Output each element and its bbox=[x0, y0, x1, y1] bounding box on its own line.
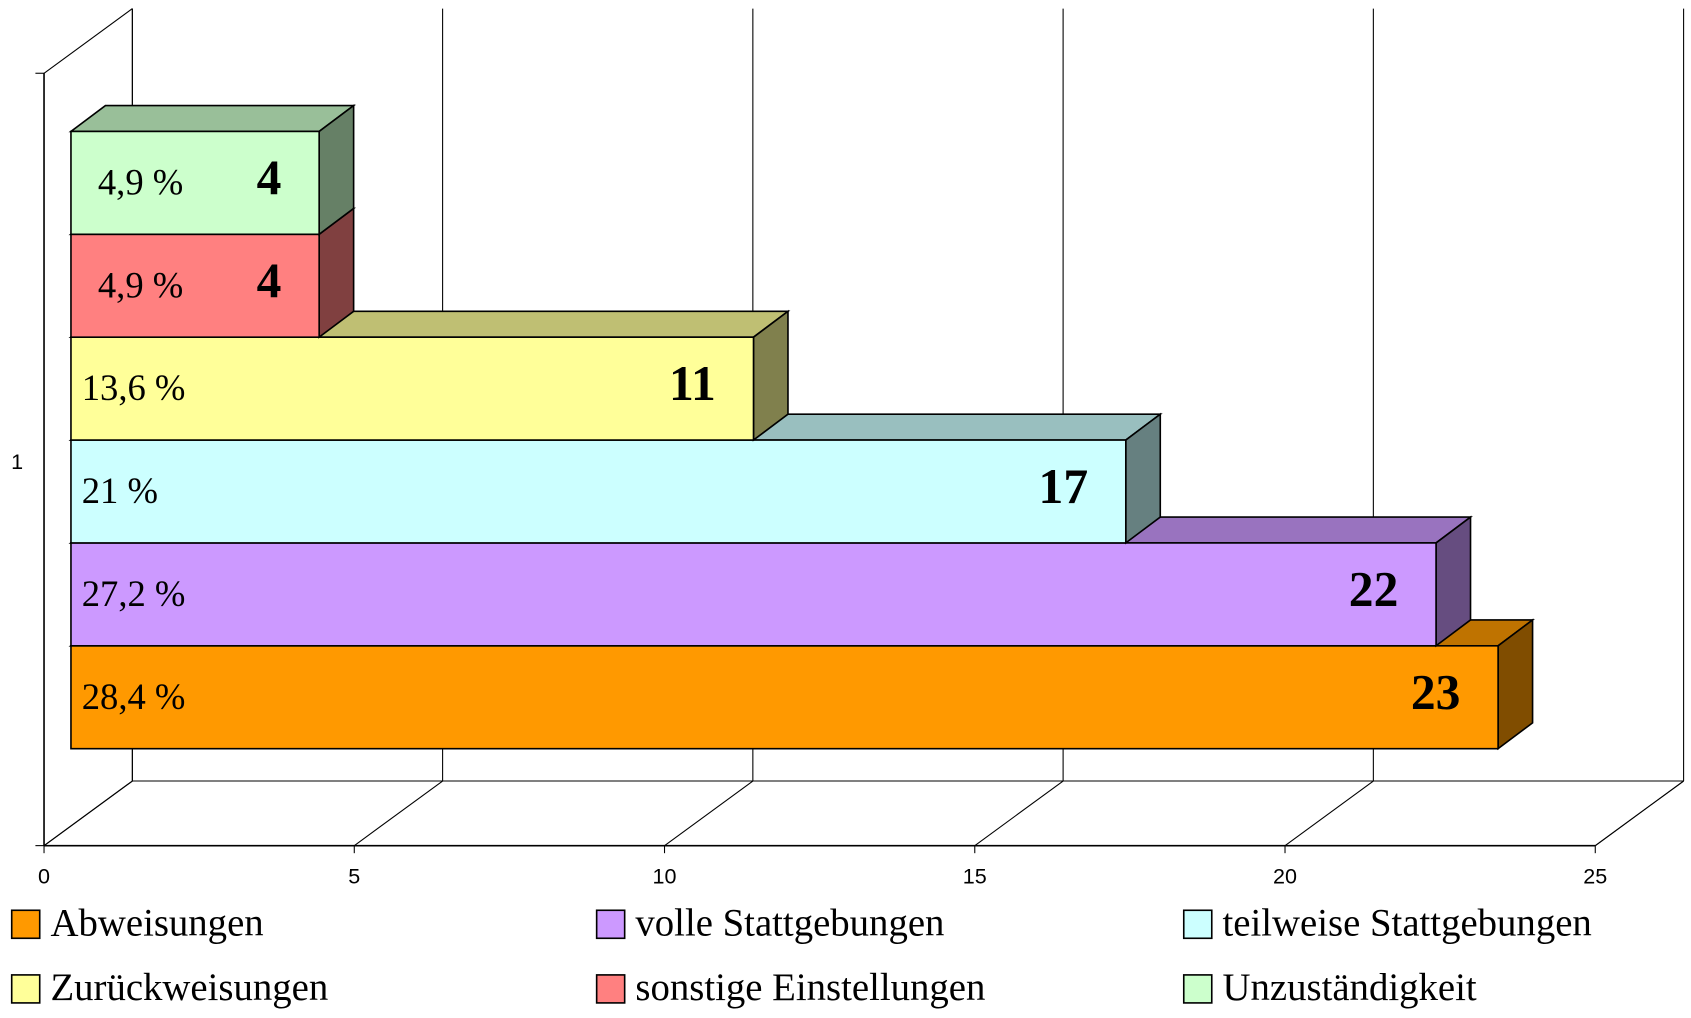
legend-swatch bbox=[595, 909, 626, 940]
x-tick-label: 10 bbox=[653, 865, 677, 889]
percent-label: 13,6 % bbox=[82, 367, 186, 408]
bar bbox=[70, 336, 755, 441]
percent-label: 21 % bbox=[82, 470, 158, 511]
legend-swatch bbox=[595, 974, 626, 1004]
legend-swatch bbox=[1182, 974, 1213, 1004]
data-label: 23 bbox=[1411, 665, 1461, 720]
grid-line bbox=[664, 780, 754, 847]
bar bbox=[70, 645, 1499, 750]
percent-label: 28,4 % bbox=[82, 676, 186, 717]
grid-line bbox=[974, 780, 1064, 847]
data-label: 4 bbox=[257, 150, 282, 205]
y-tick-label: 1 bbox=[11, 450, 23, 474]
data-label: 4 bbox=[257, 253, 282, 308]
percent-label: 27,2 % bbox=[82, 573, 186, 614]
legend-swatch bbox=[10, 909, 41, 940]
x-tick-label: 25 bbox=[1583, 865, 1607, 889]
legend-swatch bbox=[1182, 909, 1213, 940]
legend-swatch bbox=[10, 974, 41, 1004]
x-tick-label: 15 bbox=[963, 865, 987, 889]
legend-label: Unzuständigkeit bbox=[1223, 966, 1477, 1009]
data-label: 17 bbox=[1039, 459, 1089, 514]
grid-line bbox=[43, 780, 133, 847]
grid-line bbox=[1284, 780, 1374, 847]
legend-label: Zurückweisungen bbox=[50, 966, 328, 1009]
x-tick-label: 0 bbox=[38, 865, 50, 889]
bar bbox=[70, 542, 1437, 647]
bar bbox=[70, 233, 320, 338]
legend-label: volle Stattgebungen bbox=[635, 901, 944, 944]
x-tick-label: 5 bbox=[348, 865, 360, 889]
percent-label: 4,9 % bbox=[98, 264, 183, 305]
grid-line bbox=[1594, 780, 1684, 847]
percent-label: 4,9 % bbox=[98, 162, 183, 203]
x-tick-label: 20 bbox=[1273, 865, 1297, 889]
wall-edge bbox=[43, 8, 133, 74]
data-label: 22 bbox=[1349, 562, 1399, 617]
legend-label: Abweisungen bbox=[50, 901, 263, 944]
bar-top bbox=[68, 104, 357, 133]
bar bbox=[70, 439, 1127, 544]
bar bbox=[70, 130, 320, 236]
grid-line bbox=[353, 780, 443, 847]
data-label: 11 bbox=[669, 356, 716, 411]
legend-label: teilweise Stattgebungen bbox=[1223, 901, 1592, 944]
legend-label: sonstige Einstellungen bbox=[635, 966, 985, 1009]
